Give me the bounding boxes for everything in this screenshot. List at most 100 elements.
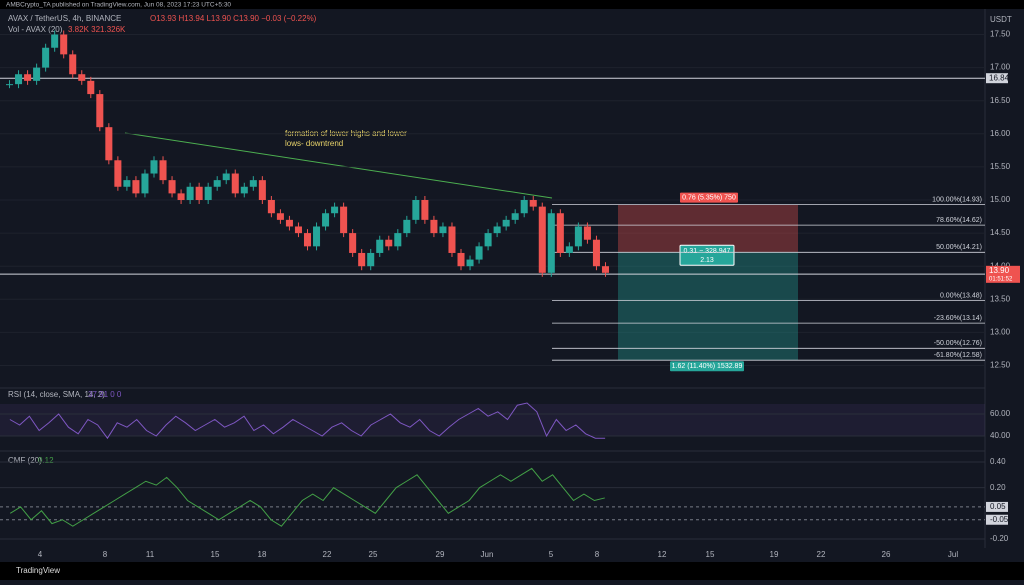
tick-badge [986, 501, 1008, 512]
candle [349, 233, 357, 253]
rsi-readout: 37.91 0 0 [88, 390, 122, 399]
y-tick-label: 17.50 [990, 30, 1011, 39]
candle [132, 180, 140, 194]
y-tick-label: 0.20 [990, 483, 1006, 492]
timer-label: 01:51:52 [989, 276, 1013, 282]
candle [538, 206, 546, 273]
x-tick-label: 8 [103, 550, 108, 559]
candle [78, 74, 86, 81]
candle [556, 213, 564, 253]
y-tick-label: -0.05 [990, 515, 1009, 524]
candle [105, 127, 113, 161]
candle [51, 34, 59, 48]
x-tick-label: 11 [146, 550, 155, 559]
y-tick-label: 0.05 [990, 502, 1006, 511]
x-tick-label: 18 [258, 550, 267, 559]
x-tick-label: 19 [770, 550, 779, 559]
candle [484, 233, 492, 247]
candle [493, 226, 501, 234]
level-badge [986, 73, 1008, 84]
candle [322, 213, 330, 227]
y-tick-label: 60.00 [990, 409, 1011, 418]
candle [475, 246, 483, 260]
fib-label: -23.60%(13.14) [934, 315, 982, 322]
candle [340, 206, 348, 234]
candle [331, 206, 339, 214]
candle [439, 226, 447, 234]
y-tick-label: 16.50 [990, 96, 1011, 105]
y-tick-label: 14.50 [990, 228, 1011, 237]
y-tick-label: 15.00 [990, 195, 1011, 204]
candle [231, 173, 239, 194]
tick-badge [986, 514, 1008, 525]
badge [679, 244, 735, 266]
candle [502, 219, 510, 227]
candle [249, 180, 257, 187]
mid-label: 2.13 [700, 257, 714, 264]
candle [358, 252, 366, 267]
candle [448, 226, 456, 253]
badge [670, 361, 744, 372]
y-tick-label: 14.00 [990, 261, 1011, 270]
candle [529, 200, 537, 207]
x-tick-label: 4 [38, 550, 43, 559]
price-badge [986, 265, 1020, 283]
candle [186, 186, 194, 200]
x-tick-label: 15 [706, 550, 715, 559]
y-tick-label: 13.00 [990, 328, 1011, 337]
candle [204, 186, 212, 200]
level-label: 16.84 [989, 73, 1010, 82]
x-tick-label: 22 [817, 550, 826, 559]
mid-label: 0.31 − 328.947 [684, 248, 731, 255]
candle [285, 219, 293, 227]
candle [177, 193, 185, 200]
top-bar [0, 0, 1024, 9]
target-zone [618, 252, 798, 361]
x-tick-label: 29 [436, 550, 445, 559]
candle [159, 160, 167, 181]
y-tick-label: 40.00 [990, 431, 1011, 440]
rsi-title: RSI (14, close, SMA, 14, 2) [8, 390, 105, 399]
x-tick-label: Jun [481, 550, 494, 559]
candle [303, 233, 312, 247]
fib-label: -50.00%(12.76) [934, 340, 982, 347]
candle [6, 84, 14, 86]
candle [69, 54, 77, 75]
candle [258, 180, 266, 200]
x-tick-label: 22 [323, 550, 332, 559]
candle [87, 80, 95, 95]
y-tick-label: 16.00 [990, 129, 1011, 138]
fib-label: 0.00%(13.48) [940, 292, 982, 299]
candle [141, 173, 149, 194]
fib-label: 78.60%(14.62) [936, 217, 982, 224]
fib-label: 100.00%(14.93) [932, 196, 982, 203]
x-tick-label: 12 [658, 550, 667, 559]
x-tick-label: 5 [549, 550, 554, 559]
stop-label: 0.76 (5.35%) 750 [682, 194, 736, 201]
badge [680, 192, 738, 203]
candle [294, 226, 302, 234]
y-tick-label: 13.50 [990, 294, 1011, 303]
candle [168, 180, 176, 194]
candle [114, 160, 122, 187]
candle [276, 213, 284, 220]
x-tick-label: 25 [369, 550, 378, 559]
candle [96, 94, 104, 128]
candle [430, 219, 438, 234]
x-tick-label: Jul [948, 550, 958, 559]
candle [385, 239, 393, 247]
ohlc: O13.93 H13.94 L13.90 C13.90 −0.03 (−0.22… [150, 14, 317, 23]
candle [394, 233, 402, 247]
candle [601, 266, 609, 273]
x-tick-label: 8 [595, 550, 600, 559]
candle [123, 180, 131, 187]
volume-values: 3.82K 321.326K [68, 25, 126, 34]
candle [376, 239, 384, 253]
rsi-band [0, 404, 985, 436]
candle [213, 180, 221, 187]
candle [403, 219, 411, 234]
candle [33, 67, 41, 81]
y-tick-label: 0.40 [990, 457, 1006, 466]
